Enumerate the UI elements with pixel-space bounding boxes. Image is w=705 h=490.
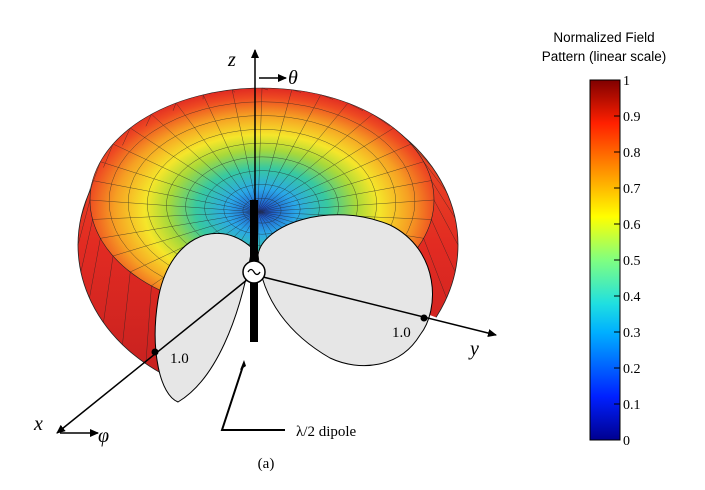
mesh-meridian	[202, 94, 259, 213]
caption: (a)	[258, 456, 275, 472]
mesh-meridian	[145, 285, 152, 364]
x-label: x	[33, 413, 43, 435]
colorbar-title: Normalized Field	[553, 30, 654, 45]
theta-label: θ	[288, 67, 298, 89]
mesh-meridian	[257, 143, 412, 213]
mesh-meridian	[103, 143, 114, 168]
mesh-meridian	[257, 89, 293, 213]
colorbar-tick-label: 0.8	[623, 146, 641, 161]
mesh-meridian	[257, 114, 373, 213]
mesh-meridian	[431, 219, 456, 273]
mesh-meridian	[347, 102, 364, 111]
mesh-meridian	[89, 238, 101, 299]
mesh-meridian	[145, 114, 152, 127]
mesh-meridian	[257, 87, 263, 213]
mesh-meridian	[112, 143, 259, 213]
z-label: z	[227, 49, 236, 71]
mesh-meridian	[77, 199, 91, 246]
mesh-meridian	[257, 180, 432, 213]
mesh-meridian	[89, 199, 259, 213]
mesh-meridian	[257, 161, 424, 213]
colorbar-tick-label: 0.2	[623, 362, 641, 377]
mesh-meridian	[291, 89, 302, 93]
mesh-meridian	[423, 238, 447, 299]
colorbar-tick-label: 0.4	[623, 290, 641, 305]
marker-label: 1.0	[170, 351, 189, 367]
mesh-meridian	[423, 161, 447, 193]
mesh-meridian	[80, 219, 93, 272]
colorbar: Normalized Field Pattern (linear scale) …	[542, 30, 667, 449]
torus	[77, 87, 470, 470]
mesh-meridian	[80, 180, 93, 219]
colorbar-tick-label: 0	[623, 434, 630, 449]
mesh-meridian	[122, 271, 131, 345]
mesh-meridian	[372, 113, 391, 127]
marker-dot	[420, 314, 428, 322]
colorbar-title: Pattern (linear scale)	[542, 49, 667, 64]
mesh-meridian	[130, 127, 259, 213]
y-label: y	[468, 338, 479, 360]
colorbar-tick-label: 0.5	[623, 254, 641, 269]
mesh-meridian	[89, 161, 101, 193]
mesh-meridian	[261, 87, 269, 91]
right-lobe	[257, 214, 433, 367]
mesh-meridian	[151, 114, 259, 213]
colorbar-tick-label: 1	[623, 74, 630, 89]
mesh-meridian	[257, 127, 394, 213]
colorbar-tick-label: 0.1	[623, 398, 641, 413]
pointer	[220, 365, 285, 431]
mesh-meridian	[431, 180, 456, 219]
colorbar-tick-label: 0.7	[623, 182, 641, 197]
source-symbol	[247, 268, 261, 276]
mesh-meridian	[122, 127, 131, 146]
mesh-meridian	[231, 89, 259, 213]
mesh-meridian	[100, 211, 259, 239]
mesh-meridian	[257, 199, 435, 213]
mesh-meridian	[410, 143, 433, 168]
colorbar-tick-label: 0.3	[623, 326, 641, 341]
mesh-meridian	[257, 102, 349, 213]
mesh-meridian	[92, 211, 259, 220]
colorbar-tick-label: 0.9	[623, 110, 641, 125]
marker-dot	[151, 348, 159, 356]
mesh-meridian	[257, 94, 322, 213]
mesh-meridian	[100, 161, 259, 213]
mesh-meridian	[393, 127, 414, 146]
left-lobe	[154, 232, 253, 403]
marker-label: 1.0	[392, 325, 411, 341]
mesh-meridian	[92, 180, 259, 213]
mesh-meridian	[433, 199, 459, 246]
mesh-meridian	[320, 94, 334, 100]
phi-label: φ	[98, 425, 109, 447]
mesh-meridian	[112, 211, 259, 257]
mesh-meridian	[172, 102, 177, 111]
mesh-meridian	[103, 255, 114, 323]
colorbar-tick-label: 0.6	[623, 218, 641, 233]
mesh-meridian	[175, 102, 259, 213]
mesh-meridian	[231, 89, 236, 93]
y-axis	[254, 274, 497, 337]
dipole-label: λ/2 dipole	[296, 424, 357, 440]
